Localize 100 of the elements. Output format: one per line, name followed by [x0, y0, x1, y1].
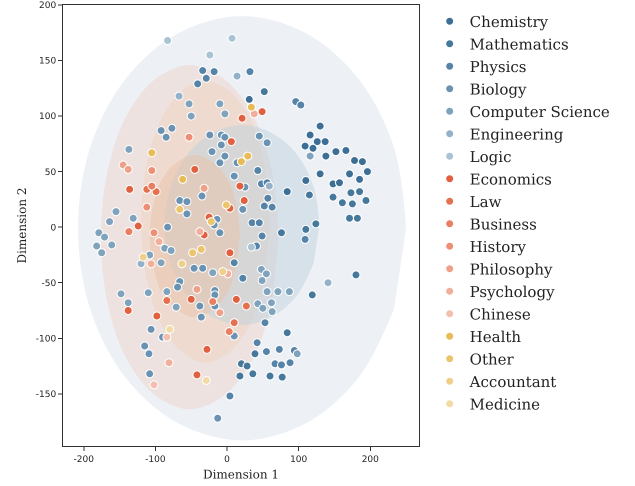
- point: [202, 74, 211, 83]
- point: [243, 152, 252, 161]
- point: [224, 327, 234, 336]
- point: [258, 107, 267, 116]
- point: [238, 204, 248, 214]
- point: [274, 344, 284, 354]
- point: [238, 114, 247, 123]
- point: [334, 178, 344, 188]
- legend-label: Psychology: [470, 283, 556, 302]
- point: [146, 324, 156, 334]
- point: [100, 232, 110, 242]
- point: [220, 132, 230, 142]
- point: [355, 174, 364, 184]
- legend-label: Chemistry: [470, 13, 549, 32]
- point: [162, 332, 172, 342]
- point: [306, 152, 315, 161]
- point: [184, 132, 194, 142]
- point: [258, 276, 267, 285]
- point: [262, 347, 271, 356]
- point: [215, 308, 224, 318]
- point: [210, 67, 219, 76]
- point: [242, 302, 251, 311]
- point: [154, 237, 164, 246]
- point: [162, 296, 172, 305]
- point: [166, 246, 176, 255]
- point: [311, 219, 320, 228]
- point: [246, 102, 256, 112]
- point: [156, 126, 166, 136]
- legend-label: Engineering: [470, 126, 564, 144]
- point: [188, 248, 198, 258]
- point: [144, 288, 153, 298]
- point: [149, 228, 158, 238]
- point: [197, 192, 206, 201]
- point: [107, 240, 116, 250]
- point: [341, 146, 350, 156]
- point: [178, 174, 188, 184]
- point: [238, 274, 248, 283]
- point: [278, 372, 287, 382]
- point: [225, 248, 234, 258]
- point: [258, 304, 268, 313]
- point: [258, 232, 267, 241]
- point: [316, 122, 325, 131]
- point: [124, 144, 134, 154]
- point: [97, 248, 106, 258]
- x-axis-title: Dimension 1: [202, 468, 280, 482]
- point: [128, 214, 138, 223]
- point: [266, 372, 275, 381]
- legend-label: Health: [470, 328, 522, 346]
- point: [142, 202, 152, 212]
- point: [282, 328, 292, 338]
- point: [268, 202, 277, 212]
- point: [192, 284, 202, 294]
- point: [320, 137, 330, 146]
- y-tick-label: 100: [39, 112, 56, 122]
- point: [248, 369, 258, 378]
- point: [316, 169, 325, 178]
- point: [167, 124, 176, 133]
- point: [273, 287, 282, 296]
- point: [92, 242, 102, 251]
- point: [195, 302, 204, 311]
- point: [205, 130, 214, 140]
- point: [338, 198, 347, 208]
- point: [262, 269, 271, 278]
- point: [105, 217, 114, 226]
- point: [230, 318, 239, 328]
- point: [125, 184, 134, 194]
- point: [230, 258, 239, 268]
- point: [192, 370, 202, 380]
- point: [235, 182, 244, 191]
- point: [208, 297, 218, 306]
- legend-label: Accountant: [468, 373, 556, 392]
- point: [235, 372, 244, 381]
- point: [207, 147, 216, 156]
- point: [260, 202, 269, 211]
- point: [196, 312, 206, 322]
- point: [215, 158, 224, 168]
- y-axis-title: Dimension 2: [15, 187, 30, 264]
- legend-label: History: [470, 238, 526, 256]
- point: [205, 50, 214, 60]
- point: [351, 270, 360, 280]
- point: [348, 199, 357, 208]
- point: [304, 190, 314, 200]
- point: [202, 344, 212, 354]
- x-tick-label: 200: [362, 454, 380, 465]
- point: [242, 362, 252, 371]
- point: [193, 79, 202, 88]
- point: [306, 130, 315, 140]
- legend-label: Business: [470, 216, 537, 234]
- point: [355, 187, 364, 196]
- point: [358, 157, 367, 166]
- point: [346, 188, 356, 198]
- point: [198, 66, 208, 76]
- point: [134, 222, 143, 231]
- point: [182, 197, 192, 206]
- point: [149, 380, 158, 390]
- point: [262, 287, 272, 296]
- point: [195, 227, 204, 236]
- point: [225, 392, 234, 401]
- point: [146, 259, 156, 268]
- point: [173, 282, 182, 292]
